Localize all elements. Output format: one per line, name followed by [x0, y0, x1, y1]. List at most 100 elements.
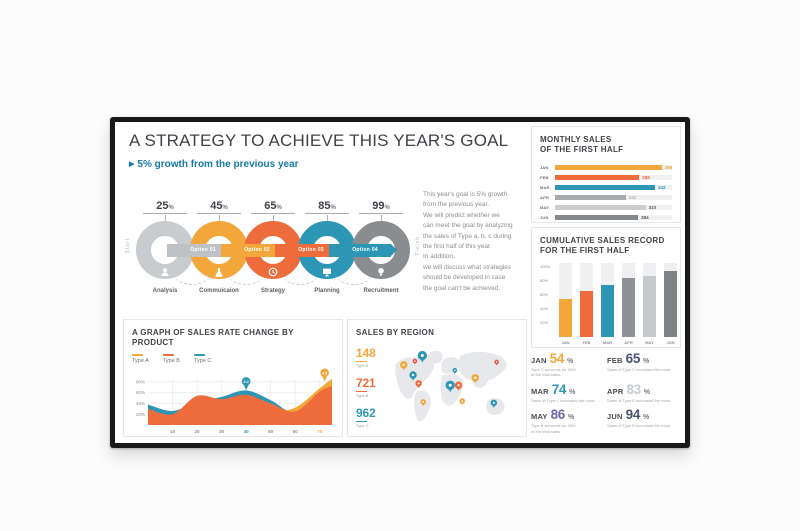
world-map [395, 351, 507, 422]
region-stat-item: 721 Type B [356, 376, 388, 398]
data-point-pin-icon: 4.5 [320, 368, 329, 382]
flask-icon [214, 264, 224, 278]
region-stat-value: 148 [356, 346, 376, 361]
stat-headline: MAY 86% [531, 407, 607, 422]
clock-icon [268, 264, 278, 277]
monthly-bar-fill [555, 185, 656, 191]
region-stat-label: Type B [356, 393, 369, 399]
stat-percent-unit: % [643, 414, 650, 422]
map-pin-icon [400, 361, 408, 371]
region-stat-underline [356, 361, 367, 363]
step-percent: 45% [197, 200, 241, 214]
monthly-stat-block: FEB 65% Sales of Type C increased the most… [607, 351, 679, 378]
stat-percent-unit: % [643, 358, 650, 365]
cumulative-tracks: JAN FEB MAR APR MAY JUN [559, 262, 677, 345]
monthly-bar-fill [555, 165, 662, 171]
sales-rate-panel: A GRAPH OF SALES RATE CHANGE BY PRODUCT … [123, 319, 343, 437]
area-x-tick: 60 [293, 429, 299, 434]
monthly-bar-track: 365 [555, 165, 672, 171]
pin-value-label: 4.5 [322, 371, 327, 375]
monthly-sales-panel: MONTHLY SALES OF THE FIRST HALF JAN 365 FE… [531, 126, 681, 223]
bulb-icon [376, 264, 386, 276]
area-x-tick: 50 [268, 429, 274, 434]
subtitle-text: 5% growth from the previous year [137, 159, 299, 170]
region-stat-value: 721 [356, 376, 376, 391]
step-percent: 65% [251, 200, 295, 214]
stat-caption: Sales of Type B increased the most. [607, 397, 671, 403]
dashboard-screen: A STRATEGY TO ACHIEVE THIS YEAR'S GOAL ▶… [115, 122, 685, 443]
cumulative-bar-fill [664, 270, 677, 337]
monthly-bar-value: 342 [658, 184, 666, 190]
page-title: A STRATEGY TO ACHIEVE THIS YEAR'S GOAL [129, 131, 509, 150]
monthly-stat-block: MAR 74% Sales of Type C increased the most… [531, 382, 607, 403]
step-percent: 25% [143, 200, 187, 214]
monthly-bar-row: APR 242 [540, 193, 672, 203]
map-pin-icon [420, 399, 427, 407]
stat-caption: Sales of Type C increased the most. [531, 397, 596, 403]
cumulative-bar-track: JUN [664, 262, 677, 345]
stat-percent-unit: % [567, 358, 574, 365]
map-landmass [427, 351, 443, 365]
stat-month: APR [607, 386, 624, 396]
stat-headline: APR 83% [607, 382, 679, 397]
region-stats: 148 Type A 721 Type B 962 Type C [356, 342, 388, 434]
cumulative-y-tick: 40% [540, 306, 549, 312]
region-stat-underline [356, 421, 367, 423]
monthly-bar-track: 288 [555, 175, 672, 181]
cumulative-bar-fill [580, 290, 593, 337]
option-ribbon: Option 02 [221, 243, 289, 257]
step-percent-value: 45 [210, 200, 223, 212]
map-landmass [441, 357, 461, 375]
monthly-bar-fill [555, 195, 626, 201]
step-percent-unit: % [330, 205, 336, 211]
stat-month: MAR [531, 386, 549, 396]
cumulative-y-tick: 80% [540, 277, 549, 283]
stat-month: JAN [531, 356, 547, 365]
step-percent-unit: % [384, 205, 390, 211]
monthly-bar-track: 284 [555, 215, 672, 221]
monitor-icon [322, 264, 332, 277]
option-ribbon-label: Option 01 [190, 247, 216, 253]
monthly-bar-category: JUN [540, 215, 549, 221]
cumulative-sales-title: CUMULATIVE SALES RECORD FOR THE FIRST HA… [540, 236, 665, 256]
region-stat-label: Type A [356, 363, 369, 369]
monitor-frame: A STRATEGY TO ACHIEVE THIS YEAR'S GOAL ▶… [110, 117, 690, 448]
map-pin-icon [471, 374, 480, 384]
stat-month: MAY [531, 412, 548, 422]
step-percent-unit: % [276, 205, 282, 211]
region-stat-item: 148 Type A [356, 346, 388, 368]
map-pin-icon [417, 351, 428, 363]
monthly-bar-row: FEB 288 [540, 173, 672, 183]
area-x-tick: 40 [244, 429, 250, 434]
stat-percent-unit: % [643, 388, 651, 396]
area-y-tick: 80% [136, 379, 145, 384]
cumulative-x-label: JAN [561, 339, 570, 345]
option-ribbon: Option 03 [275, 243, 343, 257]
region-body: 148 Type A 721 Type B 962 Type C [356, 342, 518, 434]
step-label: Planning [314, 288, 340, 294]
stat-caption: Type C accounts for 56% of the total sal… [531, 367, 576, 378]
step-percent: 99% [359, 200, 403, 214]
monthly-bar-fill [555, 215, 639, 221]
cumulative-bar-track: APR [622, 262, 635, 345]
step-percent-value: 65 [264, 200, 277, 212]
monthly-sales-chart: JAN 365 FEB 288 MAR 342 APR 242 MAY 310 JUN 284 [540, 163, 672, 223]
option-ribbon-label: Option 04 [352, 247, 378, 253]
cumulative-bar-track: FEB [580, 262, 593, 345]
monthly-bar-value: 310 [648, 204, 657, 210]
monthly-stat-block: APR 83% Sales of Type B increased the most… [607, 382, 679, 403]
cumulative-x-label: APR [624, 339, 633, 345]
cumulative-bar-fill [559, 298, 572, 337]
region-stat-value: 962 [356, 406, 376, 421]
area-x-tick: 30 [219, 429, 225, 434]
step-connector-arc [281, 272, 319, 285]
goal-description: This year's goal is 5% growth from the p… [423, 191, 513, 292]
legend-dash-icon [132, 353, 143, 356]
sales-rate-title: A GRAPH OF SALES RATE CHANGE BY PRODUCT [132, 328, 294, 348]
cumulative-bar-track: MAR [601, 262, 614, 345]
monthly-bar-track: 242 [555, 194, 672, 201]
monthly-bar-value: 242 [628, 194, 637, 200]
legend-item: Type A [132, 353, 149, 364]
map-landmass [414, 390, 431, 422]
stat-month: JUN [607, 412, 623, 422]
